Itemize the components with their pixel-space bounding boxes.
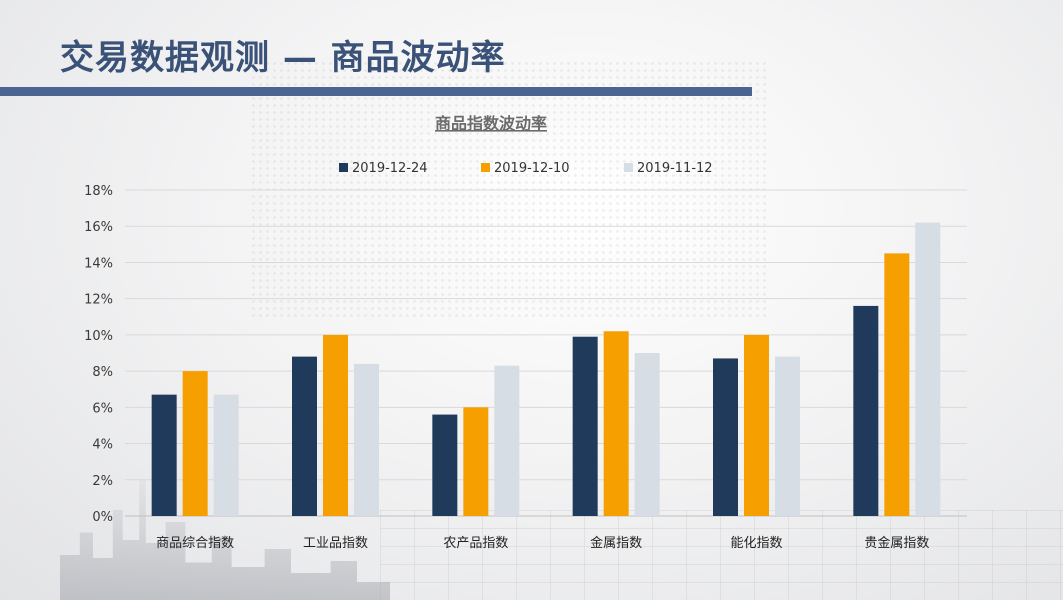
chart-title: 商品指数波动率 xyxy=(435,114,547,133)
bar xyxy=(744,334,769,516)
page-title: 交易数据观测 — 商品波动率 xyxy=(60,38,506,78)
x-category-label: 商品综合指数 xyxy=(156,536,234,551)
x-category-label: 农产品指数 xyxy=(443,536,508,551)
legend-label: 2019-11-12 xyxy=(637,161,713,176)
y-axis: 0% 2% 4% 6% 8% 10% 12% 14% 16% 18% xyxy=(84,184,113,525)
y-tick-label: 12% xyxy=(84,293,113,308)
bar xyxy=(354,363,379,516)
legend-swatch xyxy=(481,163,490,172)
bar xyxy=(915,222,941,516)
y-tick-label: 2% xyxy=(92,474,113,489)
legend-swatch xyxy=(339,163,348,172)
bar xyxy=(323,334,348,516)
y-tick-label: 6% xyxy=(92,401,113,416)
y-tick-label: 8% xyxy=(92,365,113,380)
chart-gridlines xyxy=(125,189,967,517)
legend-swatch xyxy=(624,163,633,172)
bar xyxy=(634,353,660,516)
bar xyxy=(432,414,458,516)
bar xyxy=(151,394,177,516)
bar xyxy=(292,356,317,516)
floor-grid-decoration xyxy=(380,510,1063,600)
bar xyxy=(775,356,800,516)
chart-legend: 2019-12-24 2019-12-10 2019-11-12 xyxy=(339,161,713,176)
legend-label: 2019-12-24 xyxy=(352,161,428,176)
y-tick-label: 18% xyxy=(84,184,113,199)
x-axis: 商品综合指数 工业品指数 农产品指数 金属指数 能化指数 贵金属指数 xyxy=(156,535,929,551)
y-tick-label: 10% xyxy=(84,329,113,344)
x-category-label: 金属指数 xyxy=(590,535,642,551)
bar xyxy=(603,331,629,516)
x-category-label: 工业品指数 xyxy=(303,536,368,551)
bar xyxy=(853,305,879,516)
x-category-label: 能化指数 xyxy=(730,536,782,551)
y-tick-label: 16% xyxy=(84,220,113,235)
bar xyxy=(713,358,738,516)
bar xyxy=(572,336,598,516)
bar xyxy=(213,394,239,516)
bar xyxy=(182,371,208,516)
bar xyxy=(884,253,910,516)
x-category-label: 贵金属指数 xyxy=(864,535,929,551)
title-underline-bar xyxy=(0,87,752,96)
y-tick-label: 14% xyxy=(84,256,113,271)
y-tick-label: 4% xyxy=(92,438,113,453)
bar xyxy=(463,407,489,516)
chart-bars xyxy=(151,222,941,516)
legend-label: 2019-12-10 xyxy=(494,161,570,176)
y-tick-label: 0% xyxy=(92,510,113,525)
bar xyxy=(494,365,520,516)
